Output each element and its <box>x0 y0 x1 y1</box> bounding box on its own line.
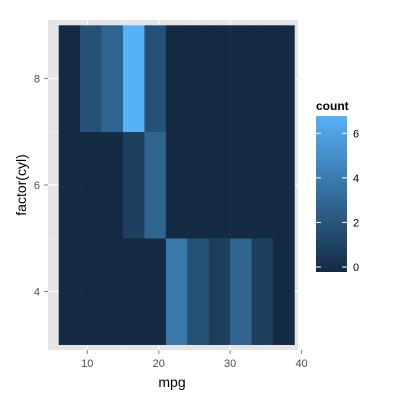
heatmap-cell <box>80 25 102 133</box>
heatmap-cell <box>165 25 188 133</box>
heatmap-tiles <box>58 25 295 345</box>
y-tick-label: 8 <box>34 74 40 86</box>
heatmap-cell <box>123 238 145 345</box>
heatmap-cell <box>208 131 231 239</box>
x-tick-label: 10 <box>81 358 93 370</box>
heatmap-cell <box>101 131 124 239</box>
legend-title: count <box>316 99 349 113</box>
heatmap-cell <box>144 238 167 345</box>
x-axis-title: mpg <box>158 374 185 390</box>
x-axis: 10 20 30 40 <box>81 350 308 370</box>
heatmap-cell <box>101 25 124 133</box>
heatmap-cell <box>187 238 210 345</box>
y-tick-label: 6 <box>34 180 40 192</box>
heatmap-cell <box>58 238 81 345</box>
heatmap-cell <box>80 131 102 239</box>
heatmap-cell <box>251 131 274 239</box>
heatmap-cell <box>273 238 295 345</box>
heatmap-cell <box>58 131 81 239</box>
heatmap-cell <box>230 131 252 239</box>
heatmap-cell <box>251 25 274 133</box>
y-tick-label: 4 <box>34 286 40 298</box>
legend-colorbar <box>316 116 347 272</box>
heatmap-cell <box>208 25 231 133</box>
heatmap-cell <box>123 25 145 133</box>
legend-tick-label: 0 <box>353 262 359 274</box>
heatmap-cell <box>80 238 102 345</box>
heatmap-cell <box>251 238 274 345</box>
x-tick-label: 30 <box>224 358 236 370</box>
heatmap-cell <box>58 25 81 133</box>
heatmap-cell <box>187 25 210 133</box>
heatmap-cell <box>230 25 252 133</box>
heatmap-cell <box>144 131 167 239</box>
x-tick-label: 40 <box>295 358 307 370</box>
heatmap-cell <box>101 238 124 345</box>
legend-tick-label: 4 <box>353 173 359 185</box>
legend-tick-label: 2 <box>353 217 359 229</box>
heatmap-cell <box>165 131 188 239</box>
y-axis-title: factor(cyl) <box>13 154 29 215</box>
y-axis: 4 6 8 <box>34 74 48 298</box>
x-tick-label: 20 <box>153 358 165 370</box>
heatmap-cell <box>273 131 295 239</box>
heatmap-cell <box>187 131 210 239</box>
heatmap-cell <box>208 238 231 345</box>
legend-tick-label: 6 <box>353 128 359 140</box>
heatmap-cell <box>165 238 188 345</box>
heatmap-cell <box>273 25 295 133</box>
heatmap-cell <box>123 131 145 239</box>
legend-ticks: 0 2 4 6 <box>316 128 359 274</box>
heatmap-cell <box>230 238 252 345</box>
heatmap-cell <box>144 25 167 133</box>
